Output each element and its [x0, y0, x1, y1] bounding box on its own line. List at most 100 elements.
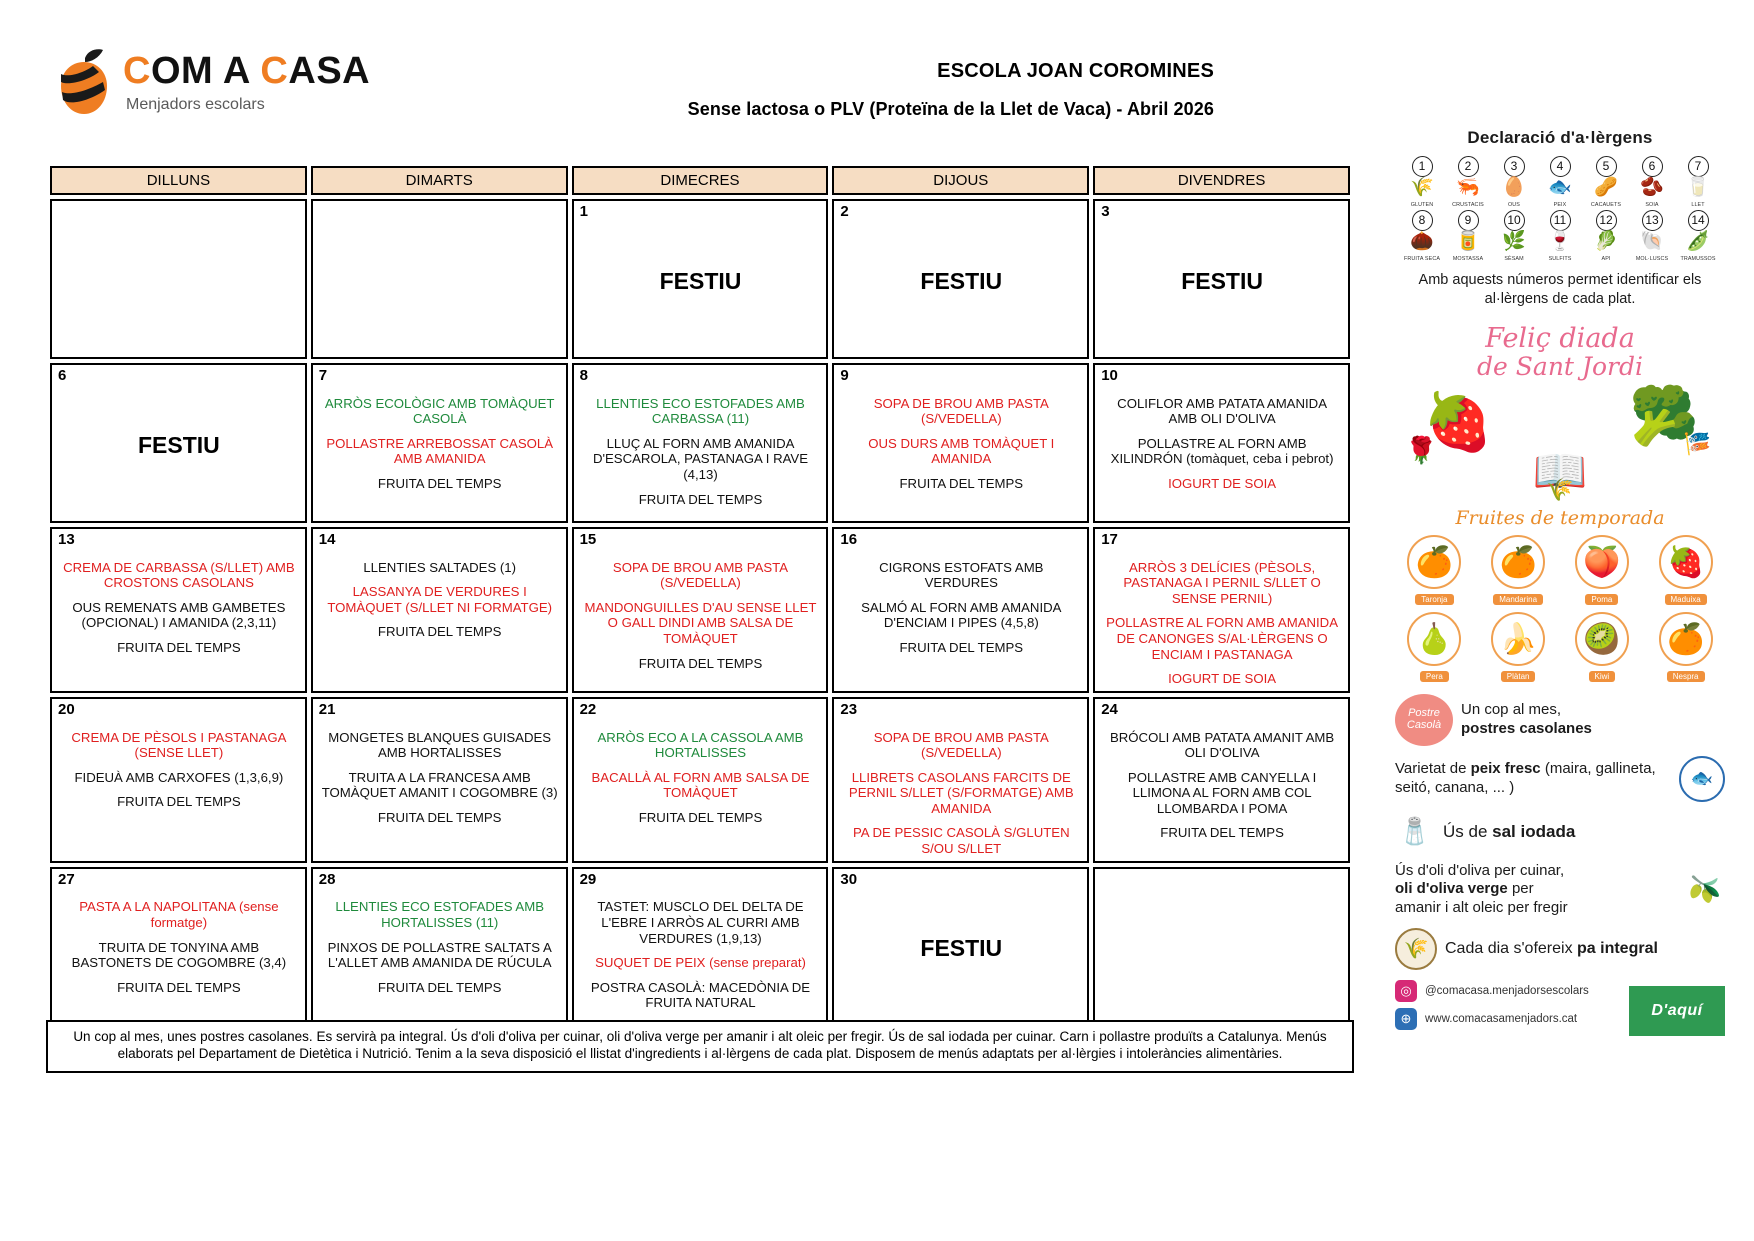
- menu-subtitle: Sense lactosa o PLV (Proteïna de la Llet…: [687, 99, 1214, 119]
- allergen-ous: 3 🥚 OUS: [1493, 156, 1536, 208]
- allergen-icon: 🥜: [1594, 177, 1618, 198]
- pa-prefix: Cada dia s'ofereix: [1445, 939, 1578, 957]
- oli-text: Ús d'oli d'oliva per cuinar, oli d'oliva…: [1395, 862, 1677, 918]
- allergen-number: 7: [1687, 156, 1709, 177]
- instagram-icon[interactable]: ◎: [1395, 979, 1417, 1002]
- menu-dish: SOPA DE BROU AMB PASTA (S/VEDELLA): [873, 395, 1049, 427]
- menu-dish: SALMÓ AL FORN AMB AMANIDA D'ENCIAM I PIP…: [861, 599, 1062, 631]
- allergen-icon: 🫛: [1686, 231, 1710, 252]
- globe-icon[interactable]: ⊕: [1395, 1007, 1417, 1030]
- calendar-cell-day-28: 28 LLENTIES ECO ESTOFADES AMB HORTALISSES…: [310, 866, 568, 1027]
- menu-dish: SOPA DE BROU AMB PASTA (S/VEDELLA): [612, 559, 789, 591]
- fruit-icon: 🍊: [1491, 534, 1546, 589]
- allergen-crustacis: 2 🦐 CRUSTACIS: [1447, 156, 1490, 208]
- website-row[interactable]: ⊕ www.comacasamenjadors.cat: [1395, 1007, 1725, 1030]
- oli-line2-rest: per: [1507, 880, 1534, 898]
- calendar-cell-day-27: 27 PASTA A LA NAPOLITANA (sense formatge)…: [50, 866, 307, 1027]
- menu-dish: FRUITA DEL TEMPS: [638, 655, 763, 671]
- day-number: 21: [318, 700, 336, 718]
- calendar-cell-day-23: 23 SOPA DE BROU AMB PASTA (S/VEDELLA) LLIB…: [832, 696, 1090, 863]
- menu-dish: FRUITA DEL TEMPS: [117, 979, 241, 995]
- menu-dish: ARRÒS ECO A LA CASSOLA AMB HORTALISSES: [597, 729, 804, 761]
- menu-dish: IOGURT DE SOIA: [1168, 671, 1277, 687]
- postre-casola-badge: Postre Casolà: [1395, 693, 1453, 746]
- menu-dish: ARRÒS ECOLÒGIC AMB TOMÀQUET CASOLÀ: [324, 395, 555, 427]
- calendar-cell-holiday-30: 30 FESTIU: [832, 866, 1090, 1027]
- menu-calendar: DILLUNS DIMARTS DIMECRES DIJOUS DIVENDRES 1 F…: [46, 162, 1354, 1031]
- day-number: 2: [840, 203, 849, 220]
- holiday-label: FESTIU: [920, 935, 1003, 962]
- menu-dish: LLENTIES SALTADES (1): [363, 559, 517, 575]
- oli-line3: amanir i alt oleic per fregir: [1395, 899, 1568, 917]
- sant-jordi-line2: de Sant Jordi: [1477, 351, 1643, 381]
- website-url[interactable]: www.comacasamenjadors.cat: [1425, 1012, 1578, 1025]
- allergen-number: 1: [1411, 156, 1433, 177]
- menu-dish: PASTA A LA NAPOLITANA (sense formatge): [79, 899, 279, 930]
- calendar-week-row: 27 PASTA A LA NAPOLITANA (sense formatge)…: [50, 866, 1350, 1027]
- fruit-label: Mandarina: [1493, 593, 1544, 605]
- allergen-icon: 🥛: [1686, 177, 1710, 198]
- strawberry-character-icon: 🍓: [1423, 389, 1493, 453]
- allergen-number: 8: [1411, 210, 1433, 231]
- allergen-label: SULFITS: [1548, 256, 1572, 262]
- allergen-api: 12 🥬 API: [1585, 210, 1628, 262]
- menu-dish: FRUITA DEL TEMPS: [117, 794, 241, 810]
- menu-dish: BACALLÀ AL FORN AMB SALSA DE TOMÀQUET: [591, 769, 810, 801]
- allergen-note: Amb aquests números permet identificar e…: [1418, 272, 1702, 307]
- menu-dish: LASSANYA DE VERDURES I TOMÀQUET (S/LLET …: [327, 584, 553, 615]
- menu-dish: POSTRA CASOLÀ: MACEDÒNIA DE FRUITA NATUR…: [590, 979, 811, 1011]
- fruit-poma: 🍑 Poma: [1563, 534, 1642, 607]
- sal-prefix: Ús de: [1443, 822, 1493, 842]
- menu-dish: PA DE PESSIC CASOLÀ S/GLUTEN S/OU S/LLET: [852, 825, 1070, 857]
- allergen-sulfits: 11 🍷 SULFITS: [1539, 210, 1582, 262]
- oli-line1: Ús d'oli d'oliva per cuinar,: [1395, 861, 1565, 879]
- fish-badge-icon: 🐟: [1679, 755, 1725, 802]
- calendar-cell-holiday-6: 6 FESTIU: [50, 363, 307, 523]
- instagram-handle[interactable]: @comacasa.menjadorsescolars: [1425, 984, 1589, 997]
- menu-dish: OUS DURS AMB TOMÀQUET I AMANIDA: [868, 435, 1055, 467]
- day-number: 28: [318, 870, 336, 888]
- allergen-mol-luscs: 13 🐚 MOL·LUSCS: [1631, 210, 1674, 262]
- day-number: 17: [1101, 531, 1118, 548]
- allergen-label: MOL·LUSCS: [1635, 256, 1669, 262]
- day-number: 9: [840, 367, 849, 384]
- menu-dish: SUQUET DE PEIX (sense preparat): [595, 955, 806, 971]
- calendar-cell-day-16: 16 CIGRONS ESTOFATS AMB VERDURES SALMÓ AL …: [832, 527, 1090, 693]
- day-number: 10: [1101, 367, 1118, 384]
- allergen-llet: 7 🥛 LLET: [1677, 156, 1720, 208]
- fresh-fish-line: Varietat de peix fresc (maira, gallineta…: [1395, 755, 1725, 802]
- postres-line2: postres casolanes: [1461, 719, 1592, 737]
- allergen-icon: 🥚: [1502, 177, 1526, 198]
- menu-dish: TASTET: MUSCLO DEL DELTA DE L'EBRE I ARR…: [597, 899, 804, 946]
- calendar-cell-day-15: 15 SOPA DE BROU AMB PASTA (S/VEDELLA) MAND…: [571, 527, 829, 693]
- allergen-number: 12: [1595, 210, 1617, 231]
- calendar-cell-holiday-3: 3 FESTIU: [1093, 199, 1350, 359]
- menu-dish: LLUÇ AL FORN AMB AMANIDA D'ESCAROLA, PAS…: [592, 435, 809, 483]
- allergen-number: 6: [1641, 156, 1663, 177]
- day-number: 3: [1101, 203, 1110, 220]
- day-number: 24: [1101, 700, 1118, 718]
- allergen-icon: 🍷: [1548, 231, 1572, 252]
- allergen-icon: 🌾: [1410, 177, 1434, 198]
- menu-dish: OUS REMENATS AMB GAMBETES (OPCIONAL) I A…: [72, 599, 286, 631]
- allergen-label: CRUSTACIS: [1452, 202, 1484, 208]
- fruit-nespra: 🍊 Nespra: [1646, 611, 1725, 684]
- allergen-icon: 🐚: [1640, 231, 1664, 252]
- fruit-icon: 🍓: [1658, 534, 1713, 589]
- menu-dish: FRUITA DEL TEMPS: [377, 476, 502, 492]
- allergen-label: FRUITA SECA: [1403, 256, 1441, 262]
- oli-line2: oli d'oliva verge per: [1395, 880, 1677, 899]
- calendar-table: DILLUNS DIMARTS DIMECRES DIJOUS DIVENDRES 1 F…: [46, 162, 1354, 1031]
- allergen-label: CACAUETS: [1590, 202, 1622, 208]
- fruit-label: Kiwi: [1588, 670, 1616, 682]
- olive-oil-bottle-icon: 🫒: [1688, 874, 1722, 905]
- allergen-number: 10: [1503, 210, 1525, 231]
- menu-dish: LLIBRETS CASOLANS FARCITS DE PERNIL S/LL…: [848, 769, 1074, 816]
- fruit-label: Pera: [1419, 670, 1449, 682]
- instagram-row[interactable]: ◎ @comacasa.menjadorsescolars: [1395, 979, 1725, 1002]
- day-number: 20: [58, 700, 75, 718]
- peix-bold: peix fresc: [1470, 759, 1541, 777]
- calendar-week-row: 20 CREMA DE PÈSOLS I PASTANAGA (SENSE LLE…: [50, 696, 1350, 863]
- school-name: ESCOLA JOAN COROMINES: [937, 60, 1214, 82]
